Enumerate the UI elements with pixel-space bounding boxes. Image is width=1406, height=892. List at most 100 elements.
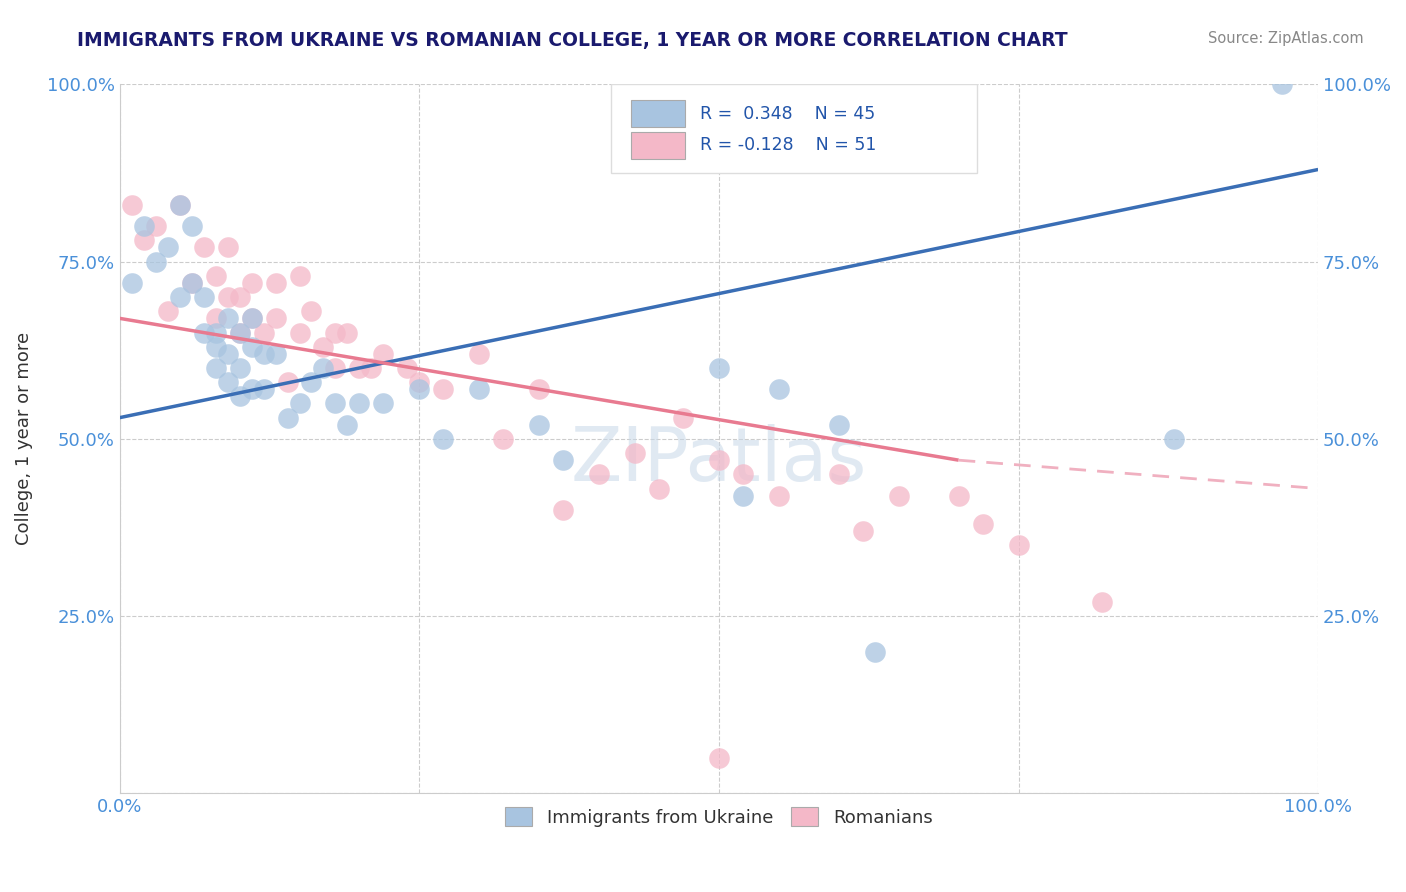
Point bbox=[240, 311, 263, 326]
Point bbox=[707, 751, 730, 765]
FancyBboxPatch shape bbox=[612, 85, 977, 173]
Point bbox=[169, 290, 191, 304]
Point bbox=[217, 375, 239, 389]
Point bbox=[228, 326, 250, 340]
Point bbox=[180, 276, 202, 290]
Point bbox=[373, 347, 395, 361]
Point bbox=[240, 276, 263, 290]
Point bbox=[553, 453, 575, 467]
Point bbox=[768, 382, 790, 396]
Point bbox=[240, 311, 263, 326]
Point bbox=[288, 396, 311, 410]
Point bbox=[588, 467, 610, 482]
Point bbox=[276, 375, 298, 389]
Point bbox=[828, 417, 851, 432]
Point bbox=[731, 467, 754, 482]
Point bbox=[527, 417, 550, 432]
Text: IMMIGRANTS FROM UKRAINE VS ROMANIAN COLLEGE, 1 YEAR OR MORE CORRELATION CHART: IMMIGRANTS FROM UKRAINE VS ROMANIAN COLL… bbox=[77, 31, 1069, 50]
Point bbox=[204, 326, 226, 340]
Point bbox=[768, 489, 790, 503]
Point bbox=[252, 382, 274, 396]
Point bbox=[468, 382, 491, 396]
Point bbox=[252, 326, 274, 340]
FancyBboxPatch shape bbox=[631, 100, 685, 127]
Point bbox=[240, 340, 263, 354]
Point bbox=[1271, 78, 1294, 92]
Point bbox=[852, 524, 875, 538]
Point bbox=[204, 340, 226, 354]
Point bbox=[156, 240, 179, 254]
Point bbox=[145, 254, 167, 268]
Point bbox=[180, 276, 202, 290]
Text: ZIPatlas: ZIPatlas bbox=[571, 424, 868, 497]
Point bbox=[204, 268, 226, 283]
Point bbox=[264, 311, 287, 326]
Point bbox=[252, 347, 274, 361]
Point bbox=[145, 219, 167, 234]
Point bbox=[193, 290, 215, 304]
Point bbox=[731, 489, 754, 503]
Point bbox=[301, 304, 323, 318]
Point bbox=[288, 268, 311, 283]
Text: Source: ZipAtlas.com: Source: ZipAtlas.com bbox=[1208, 31, 1364, 46]
Point bbox=[492, 432, 515, 446]
Point bbox=[264, 347, 287, 361]
Point bbox=[1007, 538, 1029, 552]
Point bbox=[432, 382, 454, 396]
Point bbox=[828, 467, 851, 482]
Point bbox=[972, 516, 994, 531]
Point bbox=[408, 382, 430, 396]
Point bbox=[432, 432, 454, 446]
Point bbox=[1091, 595, 1114, 609]
Point bbox=[301, 375, 323, 389]
Point bbox=[264, 276, 287, 290]
Point bbox=[240, 382, 263, 396]
Point bbox=[193, 240, 215, 254]
Point bbox=[312, 340, 335, 354]
Point bbox=[132, 234, 155, 248]
FancyBboxPatch shape bbox=[631, 132, 685, 159]
Point bbox=[624, 446, 647, 460]
Point bbox=[312, 361, 335, 376]
Point bbox=[396, 361, 419, 376]
Y-axis label: College, 1 year or more: College, 1 year or more bbox=[15, 333, 32, 545]
Point bbox=[217, 311, 239, 326]
Point bbox=[217, 290, 239, 304]
Legend: Immigrants from Ukraine, Romanians: Immigrants from Ukraine, Romanians bbox=[498, 800, 939, 834]
Point bbox=[169, 198, 191, 212]
Point bbox=[527, 382, 550, 396]
Point bbox=[336, 326, 359, 340]
Point bbox=[863, 644, 886, 658]
Point bbox=[1163, 432, 1185, 446]
Point bbox=[193, 326, 215, 340]
Point bbox=[468, 347, 491, 361]
Point bbox=[217, 240, 239, 254]
Point bbox=[648, 482, 671, 496]
Point bbox=[204, 361, 226, 376]
Point bbox=[360, 361, 382, 376]
Point bbox=[408, 375, 430, 389]
Point bbox=[169, 198, 191, 212]
Point bbox=[121, 198, 143, 212]
Point bbox=[325, 361, 347, 376]
Point bbox=[672, 410, 695, 425]
Point bbox=[707, 361, 730, 376]
Point bbox=[349, 361, 371, 376]
Point bbox=[707, 453, 730, 467]
Text: R = -0.128    N = 51: R = -0.128 N = 51 bbox=[700, 136, 876, 154]
Point bbox=[336, 417, 359, 432]
Point bbox=[228, 389, 250, 403]
Point bbox=[204, 311, 226, 326]
Point bbox=[217, 347, 239, 361]
Point bbox=[349, 396, 371, 410]
Point bbox=[948, 489, 970, 503]
Point bbox=[276, 410, 298, 425]
Point bbox=[325, 326, 347, 340]
Point bbox=[132, 219, 155, 234]
Point bbox=[228, 290, 250, 304]
Point bbox=[288, 326, 311, 340]
Text: R =  0.348    N = 45: R = 0.348 N = 45 bbox=[700, 104, 875, 122]
Point bbox=[156, 304, 179, 318]
Point bbox=[228, 326, 250, 340]
Point bbox=[325, 396, 347, 410]
